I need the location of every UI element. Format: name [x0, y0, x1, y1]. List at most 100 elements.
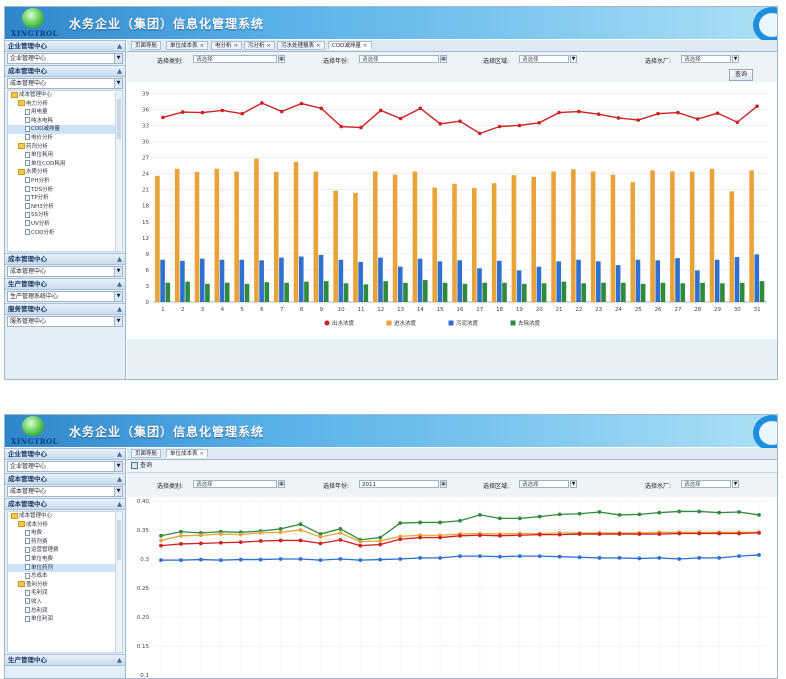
- tree-node[interactable]: 单位药剂: [8, 563, 122, 573]
- tree-node[interactable]: 毛利润: [8, 589, 122, 598]
- plant-select[interactable]: 请选择: [681, 480, 731, 488]
- chevron-down-icon[interactable]: ▼: [114, 54, 122, 63]
- year-input[interactable]: 请选择: [359, 55, 439, 63]
- sidebar-module-select[interactable]: 成本管理中心 ▼: [7, 78, 123, 89]
- sidebar-section-header[interactable]: 成本管理中心 ▲: [5, 253, 125, 265]
- sidebar-section-header[interactable]: 生产管理中心 ▲: [5, 278, 125, 290]
- tree-node[interactable]: 盈利分析: [8, 581, 122, 590]
- sidebar-module-select[interactable]: 生产管理系统中心 ▼: [7, 291, 123, 302]
- calendar-icon[interactable]: ▦: [278, 55, 285, 63]
- chevron-down-icon[interactable]: ▼: [114, 292, 122, 301]
- sidebar-section-header[interactable]: 成本管理中心 ▲: [5, 498, 125, 510]
- sidebar-module-select[interactable]: 企业管理中心 ▼: [7, 53, 123, 64]
- region-select[interactable]: 请选择: [519, 55, 569, 63]
- chevron-down-icon[interactable]: ▼: [114, 487, 122, 496]
- sidebar-module-select[interactable]: 企业管理中心 ▼: [7, 461, 123, 472]
- tree-node[interactable]: 运营管理费: [8, 546, 122, 555]
- tab-item[interactable]: 单位成本表 ×: [166, 449, 209, 458]
- close-icon[interactable]: ×: [362, 43, 368, 49]
- query-button[interactable]: 查询: [131, 462, 152, 470]
- sidebar-module-select[interactable]: 成本管理中心 ▼: [7, 266, 123, 277]
- tree-node[interactable]: 单位耗用: [8, 151, 122, 160]
- chevron-up-icon[interactable]: ▲: [117, 450, 122, 458]
- tree-node[interactable]: 成本分析: [8, 521, 122, 530]
- year-input[interactable]: 2011: [359, 480, 439, 488]
- calendar-icon[interactable]: ▦: [440, 55, 447, 63]
- bar: [244, 283, 250, 302]
- tab-item[interactable]: 电分析 ×: [211, 41, 243, 50]
- chevron-up-icon[interactable]: ▲: [117, 475, 122, 483]
- tree-node[interactable]: 用电量: [8, 108, 122, 117]
- tab-item[interactable]: 污分析 ×: [244, 41, 276, 50]
- chevron-down-icon[interactable]: ▼: [732, 55, 739, 63]
- tree-node[interactable]: 电力分析: [8, 100, 122, 109]
- tree-node[interactable]: COD分析: [8, 229, 122, 238]
- chevron-up-icon[interactable]: ▲: [117, 305, 122, 313]
- plant-select[interactable]: 请选择: [681, 55, 731, 63]
- calendar-icon[interactable]: ▦: [440, 480, 447, 488]
- chevron-up-icon[interactable]: ▲: [117, 255, 122, 263]
- close-icon[interactable]: ×: [199, 451, 205, 457]
- sidebar-section-header[interactable]: 服务管理中心 ▲: [5, 303, 125, 315]
- region-select[interactable]: 请选择: [519, 480, 569, 488]
- tree-node[interactable]: 单位电费: [8, 555, 122, 564]
- chevron-up-icon[interactable]: ▲: [117, 500, 122, 508]
- tree-node[interactable]: 收入: [8, 598, 122, 607]
- tab-item[interactable]: 单位成本表 ×: [166, 41, 209, 50]
- query-button[interactable]: 查询: [729, 69, 754, 81]
- sidebar-section-header[interactable]: 成本管理中心 ▲: [5, 65, 125, 77]
- sidebar-module-select[interactable]: 服务管理中心 ▼: [7, 316, 123, 327]
- sidebar-section-header[interactable]: 生产管理中心 ▲: [5, 654, 125, 666]
- chevron-down-icon[interactable]: ▼: [114, 462, 122, 471]
- chevron-down-icon[interactable]: ▼: [732, 480, 739, 488]
- tree-scrollbar[interactable]: [115, 91, 122, 251]
- tree-node[interactable]: 水质分析: [8, 168, 122, 177]
- chevron-down-icon[interactable]: ▼: [114, 267, 122, 276]
- tree-node[interactable]: TP分析: [8, 194, 122, 203]
- data-point: [478, 131, 482, 136]
- tree-node[interactable]: 吨水电耗: [8, 117, 122, 126]
- tree-node[interactable]: SS分析: [8, 211, 122, 220]
- sidebar-module-select[interactable]: 成本管理中心 ▼: [7, 486, 123, 497]
- category-input[interactable]: 请选择: [193, 55, 277, 63]
- scrollbar-thumb[interactable]: [117, 520, 121, 560]
- tree-node[interactable]: 电价分析: [8, 134, 122, 143]
- tree-node[interactable]: 成本管理中心: [8, 91, 122, 100]
- chevron-up-icon[interactable]: ▲: [117, 280, 122, 288]
- category-input[interactable]: 请选择: [193, 480, 277, 488]
- tree-node[interactable]: 药剂费: [8, 538, 122, 547]
- tree-node[interactable]: TDS分析: [8, 186, 122, 195]
- tree-node[interactable]: NH3分析: [8, 203, 122, 212]
- sidebar-section-header[interactable]: 成本管理中心 ▲: [5, 473, 125, 485]
- close-icon[interactable]: ×: [233, 43, 239, 49]
- tree-node[interactable]: 电费: [8, 529, 122, 538]
- tree-node[interactable]: COD减排量: [8, 125, 122, 134]
- chevron-down-icon[interactable]: ▼: [570, 55, 577, 63]
- calendar-icon[interactable]: ▦: [278, 480, 285, 488]
- chevron-up-icon[interactable]: ▲: [117, 67, 122, 75]
- scrollbar-thumb[interactable]: [117, 99, 121, 139]
- tab-item[interactable]: COD减排量 ×: [328, 41, 372, 50]
- tree-node[interactable]: 总成本: [8, 572, 122, 581]
- tree-node[interactable]: PH分析: [8, 177, 122, 186]
- tree-node[interactable]: UV分析: [8, 220, 122, 229]
- tree-scrollbar[interactable]: [115, 512, 122, 652]
- close-icon[interactable]: ×: [316, 43, 321, 49]
- chevron-down-icon[interactable]: ▼: [114, 79, 122, 88]
- tree-node[interactable]: 药剂分析: [8, 143, 122, 152]
- chevron-down-icon[interactable]: ▼: [114, 317, 122, 326]
- tab-item[interactable]: 页面导航: [131, 449, 162, 458]
- tree-node[interactable]: 成本管理中心: [8, 512, 122, 521]
- chevron-down-icon[interactable]: ▼: [570, 480, 577, 488]
- chevron-up-icon[interactable]: ▲: [117, 656, 122, 664]
- tree-node[interactable]: 总利润: [8, 607, 122, 616]
- tab-item[interactable]: 页面导航: [131, 41, 162, 50]
- tree-node[interactable]: 单位COD耗用: [8, 160, 122, 169]
- tab-item[interactable]: 污水处理报表 ×: [277, 41, 325, 50]
- close-icon[interactable]: ×: [266, 43, 272, 49]
- chevron-up-icon[interactable]: ▲: [117, 42, 122, 50]
- sidebar-section-header[interactable]: 企业管理中心 ▲: [5, 40, 125, 52]
- sidebar-section-header[interactable]: 企业管理中心 ▲: [5, 448, 125, 460]
- close-icon[interactable]: ×: [199, 43, 205, 49]
- tree-node[interactable]: 单位利润: [8, 615, 122, 624]
